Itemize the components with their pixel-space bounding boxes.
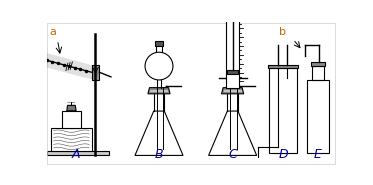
Polygon shape bbox=[67, 105, 76, 111]
Bar bbox=[47, 151, 109, 155]
Text: E: E bbox=[314, 149, 322, 162]
Text: A: A bbox=[72, 149, 80, 162]
Bar bbox=[311, 62, 325, 66]
Bar bbox=[62, 111, 81, 128]
Text: B: B bbox=[155, 149, 163, 162]
Bar bbox=[269, 68, 297, 153]
Polygon shape bbox=[148, 88, 170, 94]
Text: C: C bbox=[228, 149, 237, 162]
Bar bbox=[51, 128, 92, 151]
Bar bbox=[231, 7, 234, 9]
Polygon shape bbox=[222, 88, 244, 94]
Bar bbox=[229, 9, 236, 13]
Bar bbox=[268, 65, 298, 68]
Bar bbox=[312, 66, 324, 80]
Text: b: b bbox=[279, 27, 286, 37]
Bar bbox=[155, 41, 163, 46]
Bar bbox=[223, 13, 242, 18]
Bar bbox=[92, 65, 99, 80]
Text: D: D bbox=[278, 149, 288, 162]
Bar bbox=[227, 70, 238, 74]
Bar bbox=[307, 80, 329, 153]
Text: a: a bbox=[49, 27, 56, 37]
Bar bbox=[226, 18, 239, 88]
